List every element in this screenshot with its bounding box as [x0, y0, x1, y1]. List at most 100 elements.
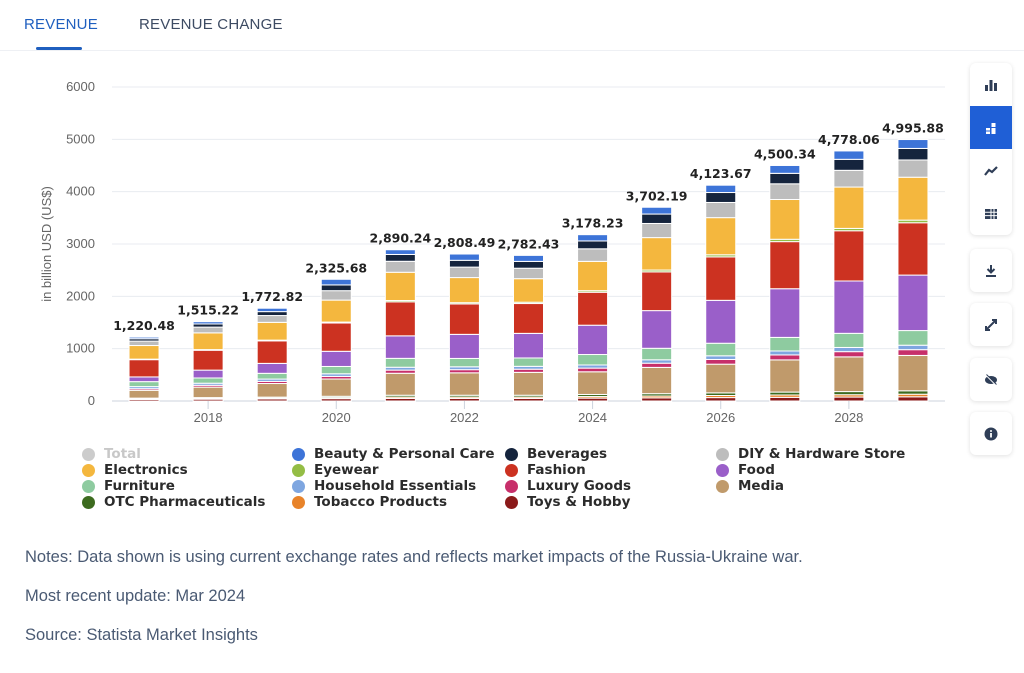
bar-segment[interactable] — [128, 340, 160, 347]
bar-segment[interactable] — [192, 326, 224, 334]
bar-segment[interactable] — [769, 241, 801, 290]
bar-segment[interactable] — [513, 371, 544, 396]
bar-segment[interactable] — [705, 299, 737, 344]
bar-segment[interactable] — [320, 290, 352, 301]
bar-segment[interactable] — [641, 310, 673, 349]
line-chart-button[interactable] — [970, 149, 1012, 192]
bar-segment[interactable] — [769, 164, 801, 174]
bar-segment[interactable] — [513, 260, 544, 269]
bar-segment[interactable] — [384, 301, 416, 337]
bar-segment[interactable] — [705, 358, 737, 365]
bar-chart-button[interactable] — [970, 63, 1012, 106]
bar-segment[interactable] — [128, 381, 160, 388]
legend-item[interactable]: Beverages — [505, 446, 607, 462]
bar-segment[interactable] — [897, 159, 929, 178]
bar-segment[interactable] — [705, 363, 737, 394]
bar-segment[interactable] — [769, 198, 801, 240]
tab-revenue-change[interactable]: REVENUE CHANGE — [139, 16, 283, 33]
bar-segment[interactable] — [641, 347, 673, 361]
bar-segment[interactable] — [833, 280, 865, 334]
bar-segment[interactable] — [705, 192, 737, 203]
legend-item[interactable]: Toys & Hobby — [505, 494, 630, 510]
legend-item[interactable]: Media — [716, 478, 784, 494]
legend-item[interactable]: Food — [716, 462, 775, 478]
legend-item[interactable]: Electronics — [82, 462, 188, 478]
bar-segment[interactable] — [641, 359, 673, 364]
bar-segment[interactable] — [769, 183, 801, 200]
bar-segment[interactable] — [897, 147, 929, 161]
bar-segment[interactable] — [833, 396, 865, 402]
legend-item[interactable]: Household Essentials — [292, 478, 476, 494]
bar-segment[interactable] — [577, 234, 609, 242]
bar-segment[interactable] — [577, 367, 609, 373]
bar-segment[interactable] — [256, 340, 288, 364]
bar-segment[interactable] — [897, 176, 929, 221]
bar-segment[interactable] — [705, 256, 737, 301]
bar-segment[interactable] — [577, 248, 609, 262]
bar-segment[interactable] — [833, 356, 865, 393]
bar-segment[interactable] — [641, 362, 673, 368]
bar-segment[interactable] — [577, 260, 609, 292]
bar-segment[interactable] — [128, 389, 160, 399]
bar-segment[interactable] — [256, 362, 288, 374]
bar-segment[interactable] — [641, 271, 673, 312]
bar-segment[interactable] — [705, 397, 737, 402]
bar-segment[interactable] — [897, 274, 929, 332]
bar-segment[interactable] — [833, 169, 865, 188]
legend-item[interactable]: Furniture — [82, 478, 175, 494]
legend-item[interactable]: Eyewear — [292, 462, 379, 478]
bar-segment[interactable] — [897, 330, 929, 346]
bar-segment[interactable] — [448, 333, 480, 359]
bar-segment[interactable] — [513, 357, 544, 367]
bar-segment[interactable] — [384, 260, 416, 273]
bar-segment[interactable] — [448, 253, 480, 261]
bar-segment[interactable] — [256, 321, 288, 341]
bar-segment[interactable] — [320, 284, 352, 292]
bar-segment[interactable] — [320, 350, 352, 367]
bar-segment[interactable] — [833, 332, 865, 348]
hide-button[interactable] — [970, 358, 1012, 401]
legend-item[interactable]: OTC Pharmaceuticals — [82, 494, 265, 510]
bar-segment[interactable] — [384, 335, 416, 359]
info-button[interactable] — [970, 412, 1012, 455]
bar-segment[interactable] — [448, 266, 480, 279]
bar-segment[interactable] — [577, 324, 609, 356]
bar-segment[interactable] — [128, 359, 160, 378]
bar-segment[interactable] — [769, 336, 801, 352]
bar-segment[interactable] — [897, 349, 929, 356]
bar-segment[interactable] — [897, 390, 929, 395]
bar-segment[interactable] — [448, 259, 480, 268]
bar-segment[interactable] — [448, 357, 480, 368]
legend-item[interactable]: DIY & Hardware Store — [716, 446, 905, 462]
bar-segment[interactable] — [833, 230, 865, 282]
bar-segment[interactable] — [897, 344, 929, 351]
legend-item[interactable]: Tobacco Products — [292, 494, 447, 510]
bar-segment[interactable] — [448, 372, 480, 396]
bar-segment[interactable] — [641, 213, 673, 224]
bar-segment[interactable] — [769, 288, 801, 338]
bar-segment[interactable] — [192, 377, 224, 384]
bar-segment[interactable] — [513, 332, 544, 359]
bar-segment[interactable] — [769, 172, 801, 185]
bar-segment[interactable] — [705, 217, 737, 256]
bar-segment[interactable] — [320, 322, 352, 352]
bar-segment[interactable] — [577, 291, 609, 326]
bar-segment[interactable] — [192, 321, 224, 325]
bar-segment[interactable] — [769, 396, 801, 402]
bar-segment[interactable] — [256, 315, 288, 323]
bar-segment[interactable] — [384, 271, 416, 302]
bar-segment[interactable] — [320, 378, 352, 397]
bar-segment[interactable] — [256, 311, 288, 317]
bar-segment[interactable] — [705, 342, 737, 357]
bar-segment[interactable] — [833, 158, 865, 171]
bar-segment[interactable] — [384, 249, 416, 255]
bar-segment[interactable] — [705, 201, 737, 219]
bar-segment[interactable] — [897, 354, 929, 392]
bar-segment[interactable] — [641, 222, 673, 239]
bar-segment[interactable] — [513, 267, 544, 280]
bar-segment[interactable] — [513, 303, 544, 334]
bar-segment[interactable] — [577, 240, 609, 250]
bar-segment[interactable] — [897, 139, 929, 149]
tab-revenue[interactable]: REVENUE — [24, 16, 98, 33]
bar-segment[interactable] — [128, 376, 160, 383]
